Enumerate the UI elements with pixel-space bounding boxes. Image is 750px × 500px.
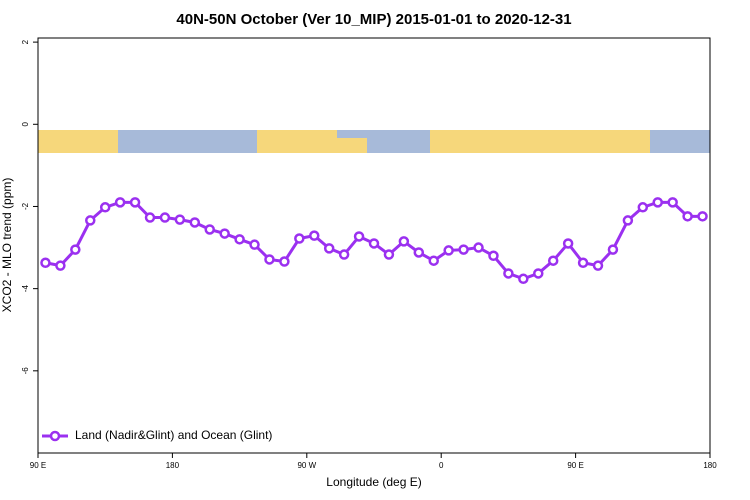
data-point: [458, 244, 469, 255]
map-strip: [38, 130, 710, 153]
data-point: [204, 224, 215, 235]
data-point: [428, 255, 439, 266]
data-point: [697, 211, 708, 222]
data-point: [144, 212, 156, 223]
y-tick-label: 2: [21, 39, 30, 44]
x-tick-label: 180: [166, 461, 180, 470]
data-point: [219, 228, 230, 239]
data-point: [294, 233, 305, 244]
data-point: [398, 236, 410, 247]
data-point: [682, 211, 693, 222]
data-point: [383, 249, 395, 260]
data-point: [323, 243, 335, 254]
data-point: [264, 254, 275, 265]
legend-marker: [49, 430, 61, 442]
data-point: [234, 234, 245, 245]
data-point: [114, 197, 126, 208]
data-point: [249, 239, 260, 250]
x-tick-label: 0: [439, 461, 444, 470]
data-point: [592, 260, 604, 271]
x-tick-label: 90 W: [297, 461, 316, 470]
data-point: [622, 215, 634, 226]
data-point: [129, 197, 141, 208]
data-point: [547, 255, 559, 266]
data-point: [70, 244, 81, 255]
data-point: [443, 245, 454, 256]
plot-frame: [37, 37, 711, 454]
data-point: [55, 260, 66, 271]
data-point: [279, 256, 290, 267]
data-point: [562, 238, 574, 249]
data-point: [368, 238, 380, 249]
y-tick-label: -6: [21, 367, 30, 375]
x-tick-label: 180: [703, 461, 717, 470]
data-point: [577, 257, 589, 269]
data-point: [99, 202, 111, 213]
x-tick-label: 90 E: [567, 461, 583, 470]
data-point: [533, 268, 544, 279]
data-point: [607, 244, 619, 255]
y-tick-label: -4: [21, 285, 30, 293]
y-tick-label: -2: [21, 202, 30, 210]
y-axis-label: XCO2 - MLO trend (ppm): [0, 178, 14, 313]
data-point: [473, 242, 484, 253]
data-point: [174, 214, 186, 225]
data-point: [667, 197, 678, 208]
data-point: [353, 231, 365, 242]
data-point: [518, 273, 529, 285]
x-tick-label: 90 E: [30, 461, 46, 470]
data-point: [488, 250, 499, 262]
data-point: [503, 268, 514, 279]
legend-label: Land (Nadir&Glint) and Ocean (Glint): [75, 428, 272, 442]
data-point: [309, 230, 320, 241]
chart-title: 40N-50N October (Ver 10_MIP) 2015-01-01 …: [176, 11, 571, 28]
data-point: [652, 197, 663, 208]
data-point: [40, 257, 51, 269]
data-point: [413, 247, 425, 258]
y-tick-label: 0: [21, 122, 30, 127]
data-point: [637, 202, 649, 213]
data-point: [159, 212, 171, 223]
x-axis-label: Longitude (deg E): [326, 475, 421, 489]
data-point: [338, 249, 350, 260]
data-point: [85, 215, 96, 226]
data-point: [189, 217, 201, 228]
